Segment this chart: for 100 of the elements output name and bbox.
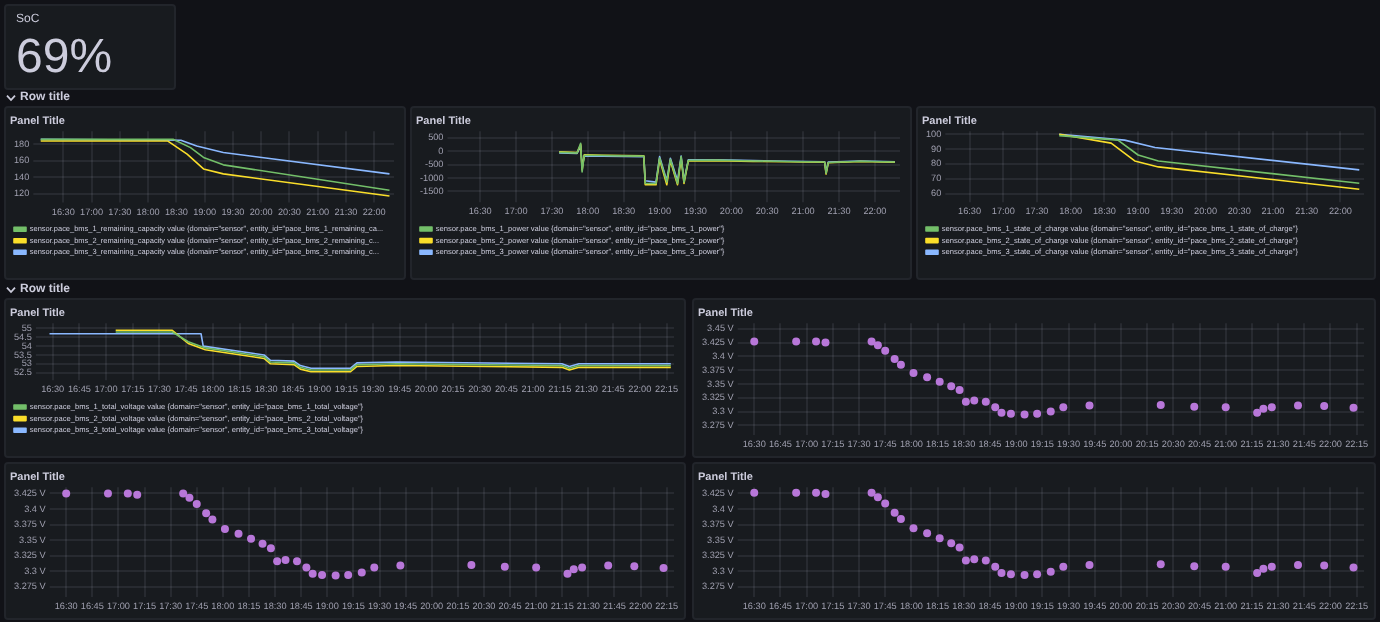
point <box>970 396 979 405</box>
point <box>344 570 353 579</box>
point <box>1221 403 1230 412</box>
point <box>1267 403 1276 412</box>
point <box>812 488 821 497</box>
point <box>1253 408 1262 417</box>
point <box>331 571 340 580</box>
point <box>532 563 541 572</box>
point <box>1259 404 1268 413</box>
point <box>947 539 956 548</box>
point <box>991 562 1000 571</box>
point <box>103 489 112 498</box>
point <box>1006 570 1015 579</box>
point <box>867 337 876 346</box>
point <box>821 490 830 499</box>
point <box>569 565 578 574</box>
point <box>604 561 613 570</box>
point <box>123 489 132 498</box>
point <box>1059 403 1068 412</box>
point <box>659 564 668 573</box>
point <box>1349 563 1358 572</box>
point <box>500 562 509 571</box>
point <box>991 403 1000 412</box>
point <box>247 534 256 543</box>
point <box>873 341 882 350</box>
point <box>896 514 905 523</box>
point <box>867 488 876 497</box>
point <box>1046 567 1055 576</box>
point <box>208 515 217 524</box>
point <box>935 534 944 543</box>
point <box>981 397 990 406</box>
point <box>909 368 918 377</box>
point <box>792 337 801 346</box>
point <box>179 489 188 498</box>
point <box>1190 562 1199 571</box>
point <box>1320 561 1329 570</box>
point <box>1190 402 1199 411</box>
point <box>308 569 317 578</box>
point <box>909 524 918 533</box>
text: 69% <box>16 30 113 86</box>
point <box>881 499 890 508</box>
point <box>955 386 964 395</box>
point <box>234 529 243 538</box>
point <box>1320 402 1329 411</box>
point <box>1259 564 1268 573</box>
point <box>1059 562 1068 571</box>
point <box>258 539 267 548</box>
point <box>1033 409 1042 418</box>
point <box>563 569 572 578</box>
point <box>1293 560 1302 569</box>
point <box>890 355 899 364</box>
point <box>997 569 1006 578</box>
point <box>202 509 211 518</box>
point <box>961 397 970 406</box>
point <box>1267 562 1276 571</box>
point <box>873 493 882 502</box>
point <box>923 373 932 382</box>
point <box>1085 401 1094 410</box>
point <box>997 408 1006 417</box>
point <box>750 488 759 497</box>
point <box>955 543 964 552</box>
point <box>923 529 932 538</box>
point <box>133 490 142 499</box>
point <box>62 489 71 498</box>
point <box>1349 403 1358 412</box>
point <box>935 377 944 386</box>
point <box>792 488 801 497</box>
point <box>981 556 990 565</box>
point <box>281 555 290 564</box>
point <box>192 500 201 508</box>
point <box>357 568 366 577</box>
point <box>1221 562 1230 571</box>
point <box>961 556 970 565</box>
point <box>396 561 405 570</box>
point <box>1033 570 1042 579</box>
point <box>273 557 282 566</box>
point <box>750 337 759 346</box>
point <box>630 562 639 571</box>
point <box>370 563 379 572</box>
point <box>881 346 890 355</box>
point <box>947 382 956 391</box>
point <box>1156 400 1165 409</box>
point <box>896 360 905 369</box>
point <box>1006 409 1015 418</box>
point <box>1293 401 1302 410</box>
point <box>890 508 899 517</box>
point <box>185 493 194 502</box>
point <box>467 560 476 569</box>
point <box>266 544 275 553</box>
point <box>302 563 311 572</box>
point <box>821 338 830 347</box>
point <box>970 555 979 564</box>
point <box>1156 560 1165 569</box>
point <box>220 524 229 533</box>
point <box>578 563 587 572</box>
point <box>1020 410 1029 419</box>
point <box>812 337 821 346</box>
point <box>1085 560 1094 569</box>
point <box>1046 407 1055 416</box>
point <box>1020 570 1029 579</box>
